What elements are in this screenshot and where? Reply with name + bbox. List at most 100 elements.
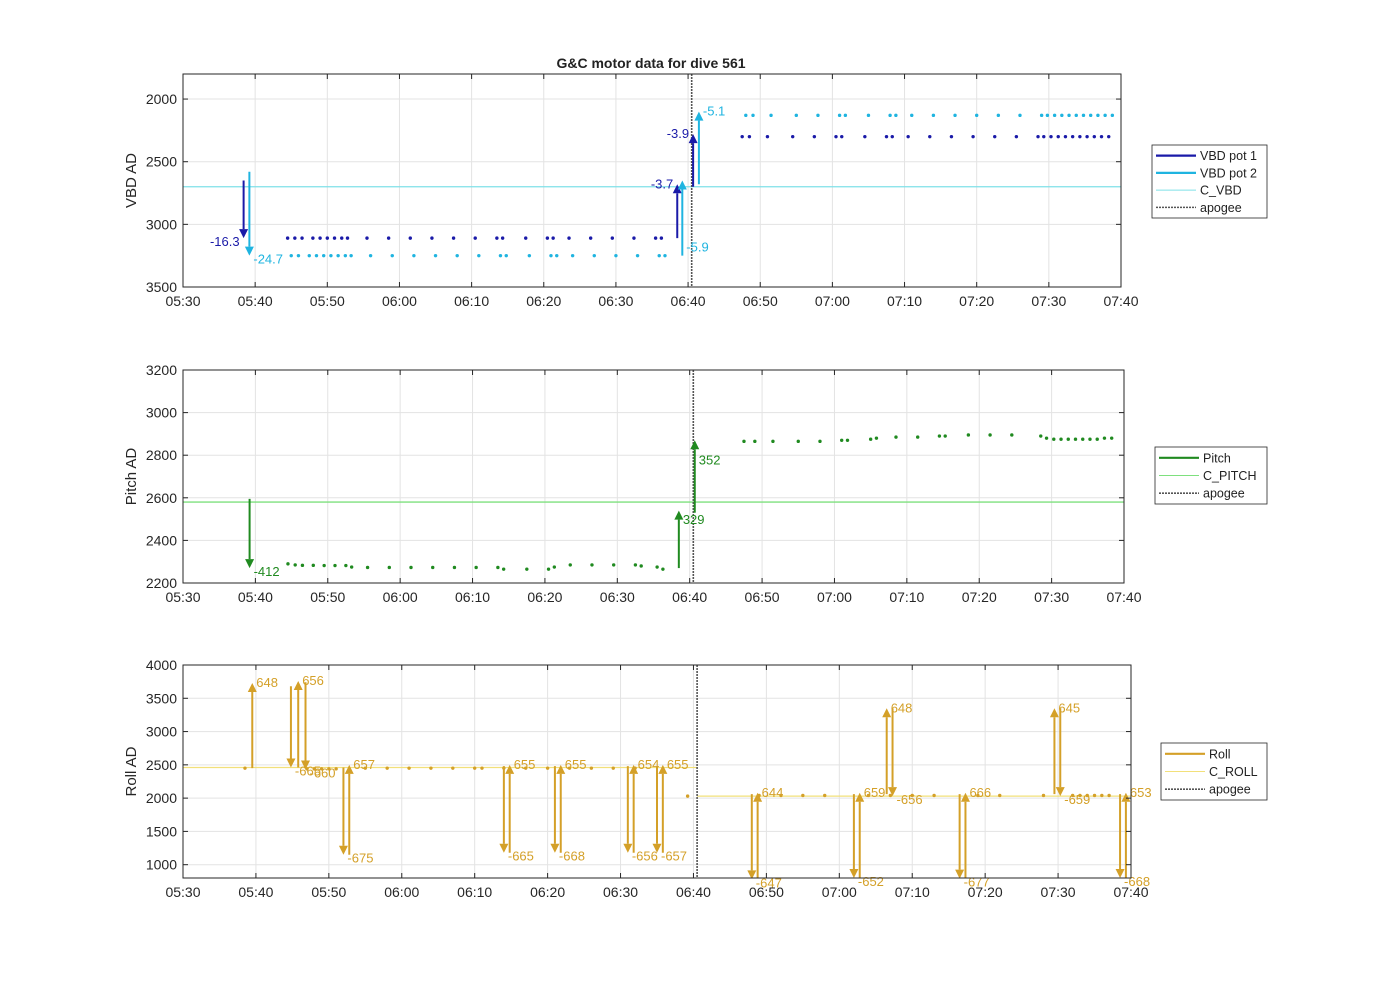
data-point (1074, 113, 1078, 118)
data-point (633, 563, 638, 567)
data-point (300, 563, 305, 568)
plot-area (183, 74, 1121, 287)
x-tick-label: 06:20 (526, 293, 561, 309)
move-arrow (888, 708, 898, 797)
y-tick-label: 3500 (146, 690, 177, 706)
move-arrow-head (672, 184, 682, 194)
data-point (794, 113, 799, 118)
data-point (635, 253, 640, 258)
data-point (451, 766, 455, 770)
x-tick-label: 07:10 (895, 884, 930, 900)
move-arrow (652, 766, 662, 853)
data-point (332, 236, 337, 240)
data-point (1041, 793, 1046, 798)
y-axis-label: VBD AD (123, 153, 140, 208)
move-arrow-head (499, 843, 509, 853)
data-point (349, 253, 353, 258)
data-point (611, 766, 615, 770)
x-tick-label: 05:40 (238, 589, 273, 605)
data-point (1092, 793, 1097, 798)
x-tick-label: 07:20 (962, 589, 997, 605)
x-tick-label: 06:50 (749, 884, 784, 900)
y-tick-label: 2000 (146, 91, 177, 107)
y-tick-label: 1000 (146, 857, 177, 873)
move-arrow (1055, 708, 1065, 797)
data-point (747, 134, 752, 139)
data-point (1099, 134, 1104, 139)
move-arrow-head (1049, 708, 1059, 718)
data-point (525, 567, 529, 571)
data-point (1059, 437, 1063, 441)
move-arrow (955, 794, 965, 878)
legend-box (1151, 144, 1268, 219)
data-point (610, 236, 615, 240)
data-point (943, 434, 947, 438)
data-point (409, 565, 413, 570)
data-point (549, 253, 553, 258)
data-point (801, 793, 805, 798)
data-point (1018, 113, 1022, 118)
data-point (1060, 113, 1064, 118)
x-tick-label: 07:10 (887, 293, 922, 309)
move-label: -665 (295, 764, 321, 779)
data-point (812, 134, 817, 139)
legend-label: apogee (1200, 201, 1242, 215)
move-arrow (499, 766, 509, 853)
move-label: 352 (699, 452, 721, 467)
move-arrow-head (690, 440, 700, 450)
data-point (472, 766, 477, 770)
data-point (570, 253, 575, 258)
y-tick-label: 2000 (146, 790, 177, 806)
data-point (663, 253, 667, 258)
data-point (894, 113, 898, 118)
data-point (1052, 437, 1056, 441)
data-point (1010, 433, 1014, 437)
move-label: -647 (756, 875, 782, 890)
move-arrow (672, 184, 682, 239)
x-tick-label: 07:30 (1034, 589, 1069, 605)
legend-label: apogee (1203, 487, 1245, 501)
data-point (843, 113, 848, 118)
move-arrow (694, 111, 704, 185)
data-point (632, 236, 636, 240)
move-label: -652 (858, 874, 884, 889)
y-tick-label: 2500 (146, 154, 177, 170)
data-point (874, 436, 879, 440)
data-point (430, 236, 434, 240)
move-arrow-head (674, 510, 684, 520)
data-point (1110, 113, 1115, 118)
move-label: -657 (661, 849, 687, 864)
axes-frame (182, 369, 1125, 584)
x-tick-label: 07:40 (1113, 884, 1148, 900)
data-point (937, 434, 942, 438)
data-point (1070, 134, 1075, 139)
data-point (307, 253, 311, 258)
move-label: 654 (638, 757, 660, 772)
axes-frame (182, 73, 1122, 288)
legend-entry: apogee (1156, 201, 1242, 215)
x-tick-label: 07:10 (889, 589, 924, 605)
move-arrow-head (658, 764, 668, 774)
x-tick-label: 05:40 (238, 884, 273, 900)
data-point (1109, 436, 1114, 440)
data-point (863, 134, 867, 139)
move-arrow (1121, 792, 1131, 878)
data-point (408, 236, 412, 240)
data-point (976, 793, 980, 798)
data-point (928, 134, 932, 139)
data-point (1014, 134, 1019, 139)
data-point (345, 236, 350, 240)
move-label: -3.9 (667, 126, 689, 141)
data-point (390, 253, 394, 258)
data-point (312, 767, 316, 771)
data-point (1088, 437, 1092, 441)
move-label: -660 (310, 766, 336, 781)
data-point (336, 253, 340, 258)
data-point (365, 236, 369, 240)
move-arrow (286, 686, 296, 768)
move-arrow-head (694, 111, 704, 121)
legend-label: C_VBD (1200, 184, 1242, 198)
data-point (311, 236, 315, 240)
data-point (653, 236, 658, 240)
data-point (888, 793, 893, 798)
